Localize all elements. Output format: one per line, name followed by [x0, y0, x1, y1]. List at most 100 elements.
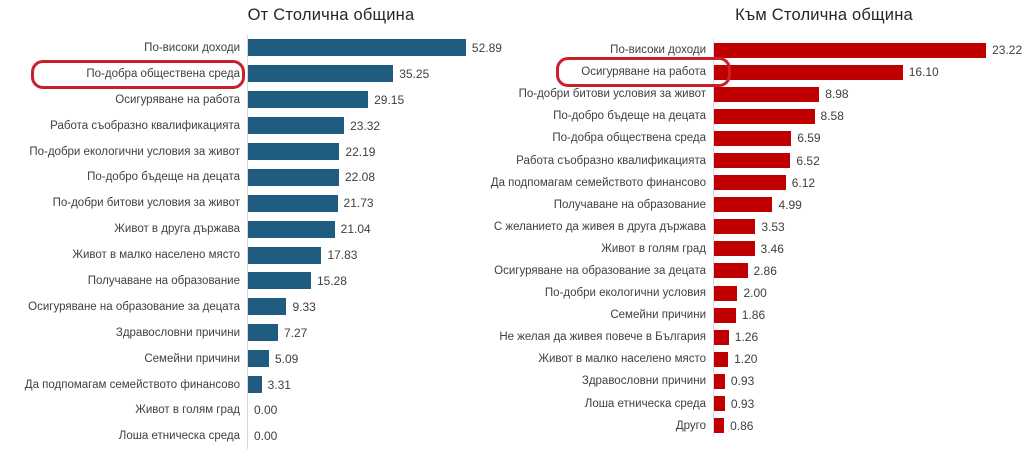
category-label: Живот в голям град — [135, 404, 240, 417]
bar — [714, 130, 792, 146]
plot-area-row: 0.86 — [713, 414, 1024, 437]
bar-row: С желанието да живея в друга държава 3.53 — [493, 215, 1024, 238]
value-label: 35.25 — [399, 66, 430, 81]
bar-row: По-високи доходи 52.89 — [0, 35, 505, 61]
value-label: 0.00 — [254, 429, 278, 444]
bar — [714, 263, 748, 279]
plot-area-row: 4.99 — [713, 193, 1024, 216]
category-label: Получаване на образование — [87, 274, 240, 287]
bar-row: Осигуряване на работа 29.15 — [0, 86, 505, 113]
bar — [248, 376, 262, 394]
value-label: 21.04 — [340, 222, 371, 237]
bar — [248, 220, 335, 238]
category-label: По-добри битови условия за живот — [52, 197, 240, 210]
bar — [248, 350, 269, 368]
plot-area-row: 21.04 — [247, 216, 505, 243]
value-label: 8.58 — [820, 109, 844, 124]
category-label: По-добри екологични условия за живот — [29, 145, 240, 158]
bar — [248, 91, 369, 109]
bar-row: Лоша етническа среда 0.00 — [0, 423, 505, 450]
bar-row: Осигуряване на образование за децата 2.86 — [494, 259, 1024, 283]
bar — [714, 86, 820, 102]
category-label: Да подпомагам семейството финансово — [24, 378, 240, 391]
value-label: 3.53 — [761, 219, 785, 234]
bar-row: Живот в малко населено място 17.83 — [0, 242, 505, 269]
category-label: Не желая да живея повече в България — [499, 331, 706, 344]
left-chart-from-sofia: По-високи доходи 52.89 По-добра обществена… — [0, 35, 505, 450]
bar — [248, 272, 311, 290]
value-label: 15.28 — [316, 273, 347, 288]
highlight-oval-left — [31, 60, 245, 89]
plot-area-row: 1.20 — [713, 348, 1024, 371]
plot-area-row: 35.25 — [247, 60, 505, 87]
value-label: 6.52 — [796, 153, 820, 168]
value-label: 3.31 — [267, 377, 291, 392]
plot-area-row: 22.08 — [247, 164, 505, 191]
bar-row: По-добри битови условия за живот 8.98 — [494, 83, 1024, 106]
bar-row: По-добра обществена среда 6.59 — [494, 127, 1024, 150]
plot-area-row: 1.86 — [713, 304, 1024, 327]
bar-row: По-добри екологични условия за живот 22.1… — [0, 138, 505, 165]
value-label: 5.09 — [274, 351, 299, 366]
bar-row: Здравословни причини 7.27 — [0, 319, 505, 346]
category-label: Живот в друга държава — [114, 223, 240, 236]
bar-row: Лоша етническа среда 0.93 — [494, 392, 1024, 415]
category-label: С желанието да живея в друга държава — [493, 220, 706, 233]
category-label: По-добри битови условия за живот — [518, 88, 706, 101]
bar-row: Семейни причини 1.86 — [494, 304, 1024, 327]
plot-area-row: 5.09 — [247, 345, 505, 372]
plot-area-row: 17.83 — [247, 242, 505, 269]
bar-row: Получаване на образование 15.28 — [0, 268, 505, 294]
category-label: По-добра обществена среда — [86, 67, 240, 80]
bar-row: Живот в голям град 3.46 — [494, 237, 1024, 260]
plot-area-row: 0.93 — [713, 392, 1024, 415]
bar — [714, 175, 786, 191]
bar — [714, 108, 815, 124]
bar — [248, 298, 287, 316]
bar-row: Работа съобразно квалификацията 6.52 — [494, 149, 1024, 172]
category-label: Лоша етническа среда — [118, 430, 240, 443]
bar-row: Друго 0.86 — [494, 414, 1024, 437]
plot-area-row: 3.53 — [713, 215, 1024, 238]
value-label: 4.99 — [778, 197, 802, 212]
bar-row: Семейни причини 5.09 — [0, 345, 505, 372]
category-label: Живот в малко населено място — [72, 249, 240, 262]
plot-area-row: 52.89 — [247, 35, 505, 61]
bar-row: Да подпомагам семейството финансово 6.12 — [491, 171, 1024, 194]
value-label: 23.22 — [992, 43, 1023, 58]
category-label: Осигуряване на работа — [115, 93, 240, 106]
plot-area-row: 21.73 — [247, 190, 505, 217]
value-label: 1.20 — [734, 352, 758, 367]
category-label: Здравословни причини — [581, 375, 706, 388]
category-label: Осигуряване на работа — [581, 66, 706, 79]
bar — [714, 219, 756, 235]
bar — [714, 285, 738, 301]
category-label: Живот в малко населено място — [538, 353, 706, 366]
bar-row: Живот в друга държава 21.04 — [0, 216, 505, 243]
value-label: 23.32 — [350, 118, 381, 133]
bar — [248, 143, 340, 160]
value-label: 6.59 — [797, 131, 821, 146]
category-label: По-добро бъдеще на децата — [553, 110, 706, 123]
plot-area-row: 9.33 — [247, 293, 505, 320]
plot-area-row: 23.22 — [713, 39, 1024, 62]
right-chart-title: Към Столична община — [735, 6, 913, 24]
category-label: По-добри екологични условия — [544, 287, 706, 300]
plot-area-row: 8.98 — [713, 83, 1024, 106]
category-label: Лоша етническа среда — [584, 397, 706, 410]
bar-row: Работа съобразно квалификацията 23.32 — [0, 112, 505, 139]
plot-area-row: 15.28 — [247, 268, 505, 294]
value-label: 16.10 — [908, 65, 939, 80]
bar — [248, 194, 338, 212]
left-chart-title: От Столична община — [247, 6, 415, 24]
category-label: Друго — [675, 419, 706, 432]
category-label: Живот в голям град — [601, 242, 706, 255]
value-label: 3.46 — [760, 241, 784, 256]
value-label: 2.86 — [753, 263, 777, 278]
plot-area-row: 6.12 — [713, 171, 1024, 194]
category-label: Семейни причини — [610, 309, 706, 322]
plot-area-row: 16.10 — [713, 61, 1024, 84]
category-label: Работа съобразно квалификацията — [516, 154, 706, 167]
right-chart-to-sofia: По-високи доходи 23.22 Осигуряване на рабо… — [491, 39, 1024, 437]
bar — [248, 65, 394, 83]
